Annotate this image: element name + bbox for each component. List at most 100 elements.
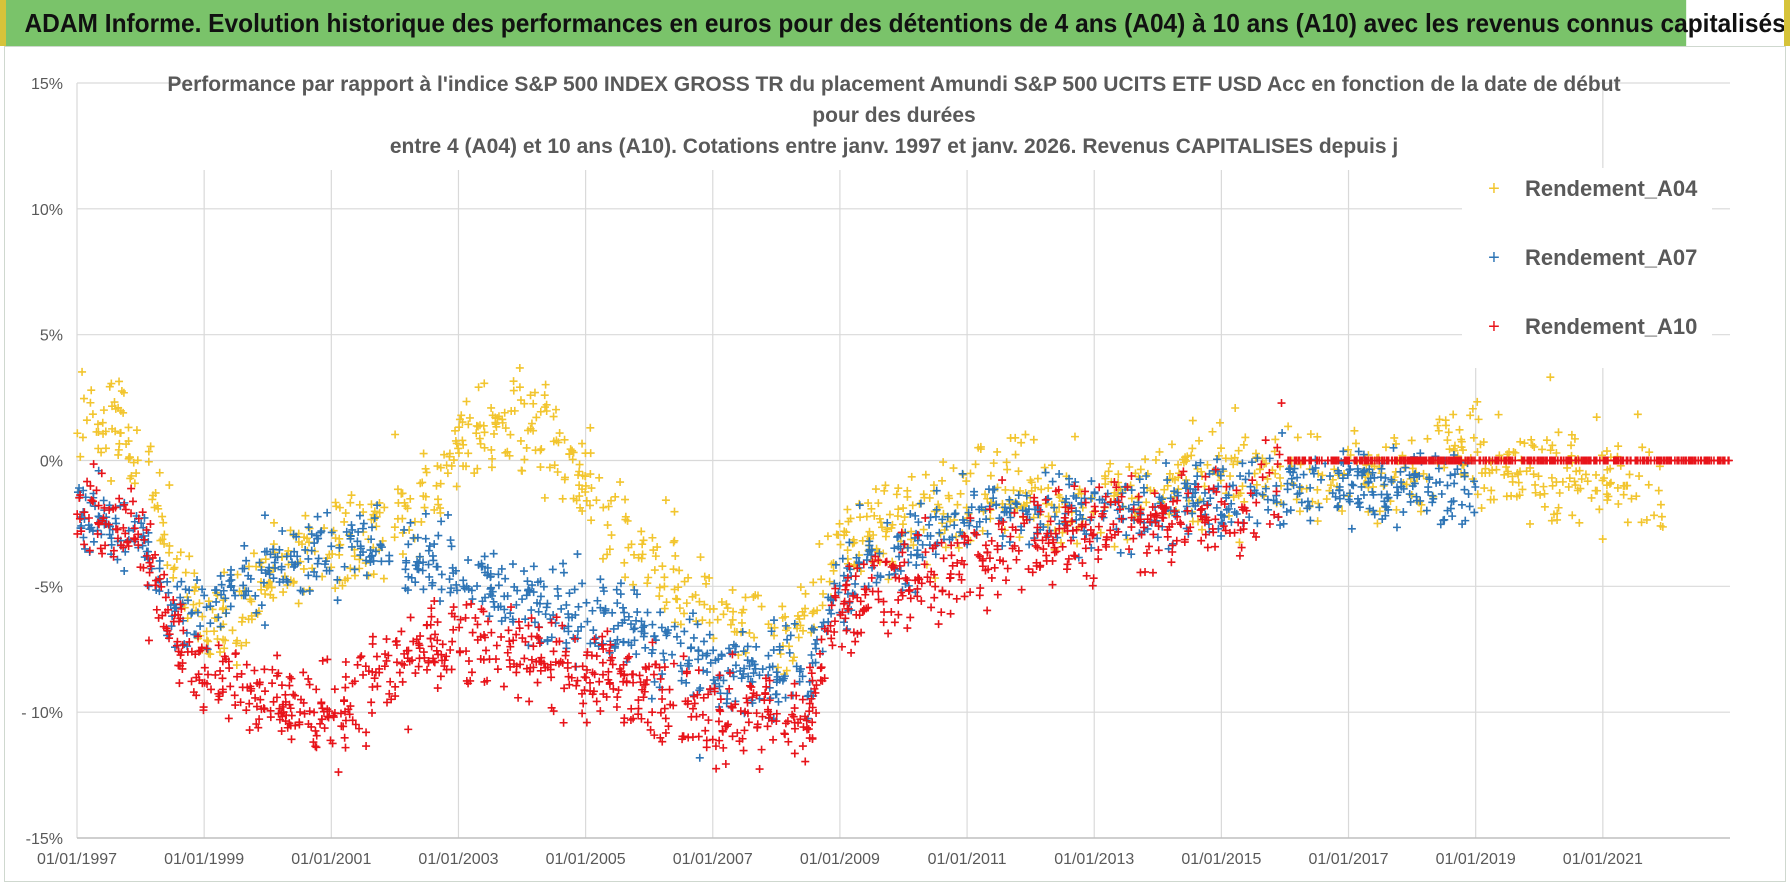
point-Rendement_A10 (1258, 473, 1267, 482)
point-Rendement_A04 (221, 636, 230, 645)
point-Rendement_A07 (1428, 498, 1437, 507)
point-Rendement_A04 (1606, 478, 1615, 487)
point-Rendement_A10 (176, 651, 185, 660)
point-Rendement_A04 (1443, 436, 1452, 445)
point-Rendement_A07 (1278, 428, 1287, 437)
point-Rendement_A07 (452, 580, 461, 589)
x-tick-label: 01/01/2007 (673, 851, 753, 868)
point-Rendement_A04 (132, 469, 141, 478)
point-Rendement_A10 (83, 477, 92, 486)
point-Rendement_A10 (527, 632, 536, 641)
point-Rendement_A10 (467, 668, 476, 677)
point-Rendement_A07 (1204, 520, 1213, 529)
point-Rendement_A04 (1473, 448, 1482, 457)
point-Rendement_A10 (185, 637, 194, 646)
point-Rendement_A07 (177, 577, 186, 586)
point-Rendement_A10 (798, 695, 807, 704)
point-Rendement_A04 (488, 411, 497, 420)
point-Rendement_A04 (158, 512, 167, 521)
point-Rendement_A10 (1106, 526, 1115, 535)
point-Rendement_A10 (80, 508, 89, 517)
point-Rendement_A10 (752, 691, 761, 700)
point-Rendement_A07 (578, 579, 587, 588)
point-Rendement_A04 (370, 507, 379, 516)
point-Rendement_A07 (562, 638, 571, 647)
point-Rendement_A10 (1041, 495, 1050, 504)
point-Rendement_A10 (766, 710, 775, 719)
point-Rendement_A07 (588, 606, 597, 615)
point-Rendement_A04 (1322, 495, 1331, 504)
point-Rendement_A10 (957, 575, 966, 584)
point-Rendement_A07 (373, 501, 382, 510)
point-Rendement_A04 (1577, 474, 1586, 483)
point-Rendement_A10 (934, 620, 943, 629)
point-Rendement_A04 (801, 589, 810, 598)
point-Rendement_A07 (81, 544, 90, 553)
point-Rendement_A10 (138, 508, 147, 517)
legend-marker-a10: + (1488, 316, 1500, 338)
point-Rendement_A10 (1062, 565, 1071, 574)
point-Rendement_A04 (1293, 433, 1302, 442)
point-Rendement_A07 (676, 661, 685, 670)
point-Rendement_A10 (476, 632, 485, 641)
point-Rendement_A04 (1598, 451, 1606, 460)
point-Rendement_A07 (591, 633, 600, 642)
point-Rendement_A10 (375, 664, 384, 673)
point-Rendement_A07 (1436, 520, 1445, 529)
point-Rendement_A04 (1546, 373, 1555, 382)
y-tick-label: 10% (31, 202, 63, 219)
point-Rendement_A04 (181, 568, 190, 577)
point-Rendement_A04 (457, 411, 466, 420)
point-Rendement_A10 (1070, 551, 1079, 560)
point-Rendement_A10 (1080, 535, 1089, 544)
point-Rendement_A07 (312, 531, 321, 540)
point-Rendement_A07 (1080, 526, 1089, 535)
point-Rendement_A07 (724, 666, 733, 675)
point-Rendement_A07 (1393, 483, 1401, 492)
point-Rendement_A07 (510, 582, 519, 591)
point-Rendement_A10 (1274, 512, 1283, 521)
point-Rendement_A10 (817, 663, 826, 672)
point-Rendement_A07 (970, 487, 979, 496)
point-Rendement_A07 (414, 559, 423, 568)
y-tick-label: 5% (40, 328, 63, 345)
point-Rendement_A04 (623, 516, 632, 525)
point-Rendement_A10 (860, 606, 869, 615)
point-Rendement_A04 (249, 549, 258, 558)
point-Rendement_A07 (404, 572, 413, 581)
point-Rendement_A10 (595, 677, 604, 686)
point-Rendement_A07 (773, 672, 782, 681)
point-Rendement_A10 (1139, 523, 1148, 532)
point-Rendement_A10 (334, 768, 343, 777)
point-Rendement_A10 (1201, 530, 1210, 539)
point-Rendement_A10 (669, 659, 678, 668)
point-Rendement_A04 (390, 523, 399, 532)
point-Rendement_A10 (449, 603, 458, 612)
point-Rendement_A04 (1522, 467, 1531, 476)
point-Rendement_A10 (497, 632, 506, 641)
point-Rendement_A07 (494, 570, 503, 579)
point-Rendement_A04 (1251, 449, 1260, 458)
point-Rendement_A10 (179, 626, 188, 635)
point-Rendement_A10 (808, 676, 817, 685)
point-Rendement_A04 (829, 566, 838, 575)
point-Rendement_A04 (459, 462, 468, 471)
point-Rendement_A04 (1512, 492, 1521, 501)
point-Rendement_A04 (1635, 472, 1644, 481)
point-Rendement_A07 (683, 659, 692, 668)
point-Rendement_A10 (1446, 456, 1455, 465)
point-Rendement_A07 (327, 542, 336, 551)
point-Rendement_A04 (1088, 493, 1097, 502)
point-Rendement_A10 (1043, 529, 1052, 538)
point-Rendement_A10 (361, 662, 370, 671)
point-Rendement_A10 (312, 685, 321, 694)
point-Rendement_A10 (482, 646, 491, 655)
point-Rendement_A07 (1162, 459, 1171, 468)
point-Rendement_A07 (950, 510, 959, 519)
point-Rendement_A07 (895, 552, 904, 561)
point-Rendement_A07 (421, 509, 430, 518)
point-Rendement_A04 (132, 426, 141, 435)
point-Rendement_A10 (218, 674, 227, 683)
point-Rendement_A07 (353, 537, 362, 546)
point-Rendement_A10 (736, 707, 745, 716)
